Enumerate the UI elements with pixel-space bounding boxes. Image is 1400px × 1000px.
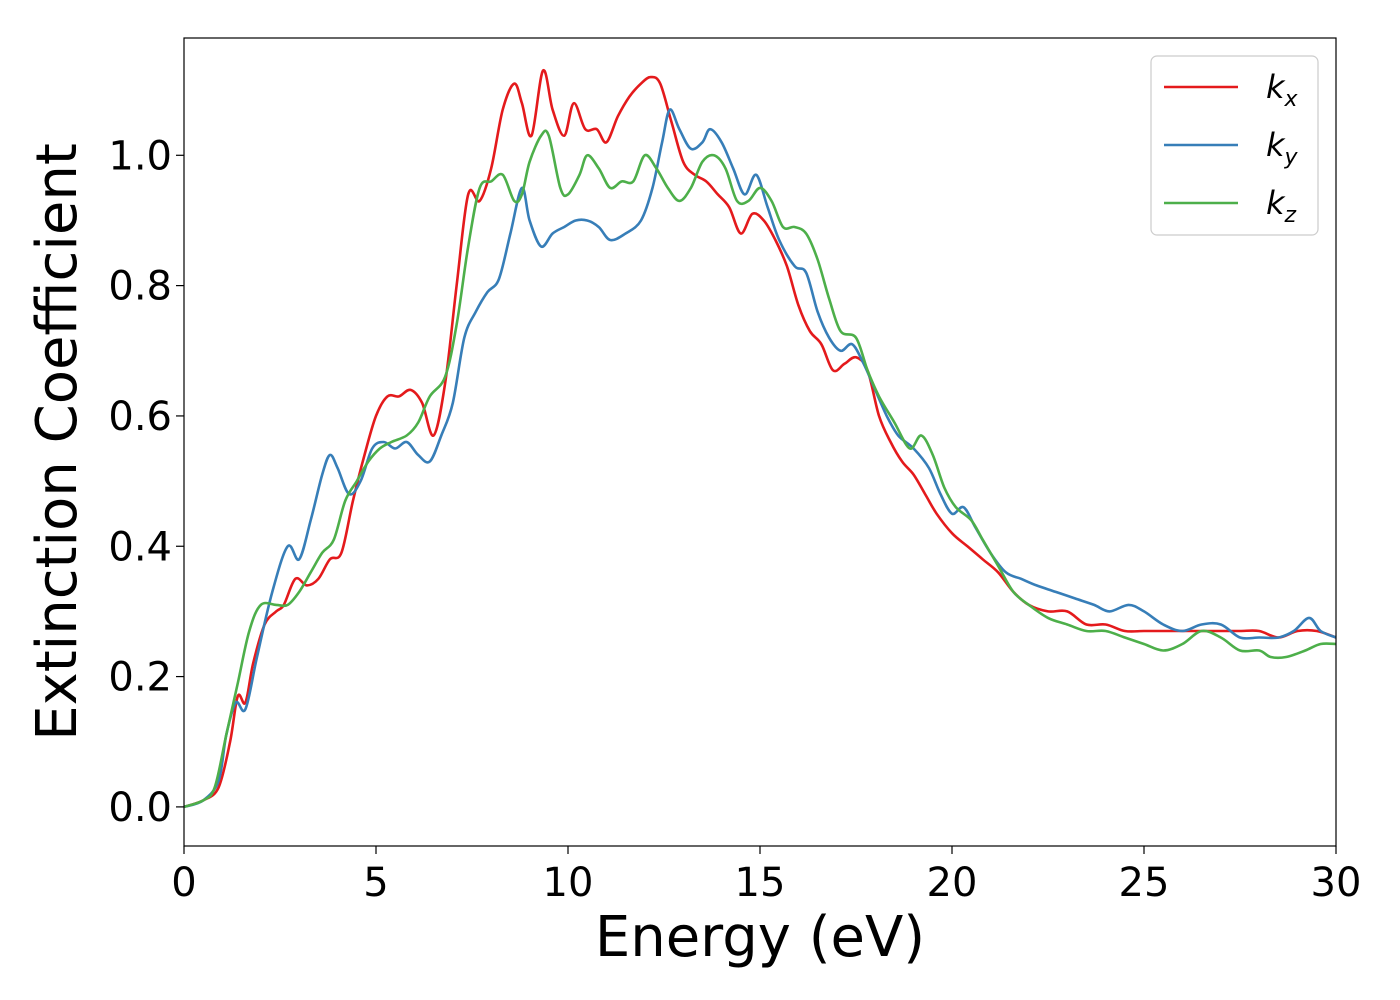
x-axis-title: Energy (eV) bbox=[595, 905, 925, 970]
y-axis-title: Extinction Coefficient bbox=[25, 143, 90, 741]
legend-label-subscript: z bbox=[1284, 203, 1297, 228]
legend-label-ky: ky bbox=[1266, 126, 1299, 170]
y-tick-label: 1.0 bbox=[108, 133, 172, 179]
y-tick-label: 0.2 bbox=[108, 655, 172, 701]
legend-label-main: k bbox=[1266, 68, 1286, 106]
y-tick-label: 0.6 bbox=[108, 394, 172, 440]
series-line-kx bbox=[184, 69, 1336, 809]
legend-label-kz: kz bbox=[1266, 184, 1297, 228]
series-layer bbox=[184, 69, 1336, 809]
series-line-kz bbox=[184, 129, 1336, 809]
legend-label-subscript: y bbox=[1284, 145, 1299, 170]
legend-label-subscript: x bbox=[1284, 87, 1299, 112]
legend-label-main: k bbox=[1266, 126, 1286, 164]
y-tick-label: 0.8 bbox=[108, 264, 172, 310]
x-tick-label: 30 bbox=[1311, 860, 1362, 906]
x-tick-label: 0 bbox=[171, 860, 196, 906]
x-axis: 0 5 10 15 20 25 30 bbox=[171, 846, 1361, 906]
series-line-ky bbox=[184, 108, 1336, 809]
y-tick-label: 0.0 bbox=[108, 785, 172, 831]
legend-label-kx: kx bbox=[1266, 68, 1299, 112]
x-tick-label: 20 bbox=[927, 860, 978, 906]
plot-area bbox=[184, 38, 1336, 846]
y-axis: 0.0 0.2 0.4 0.6 0.8 1.0 bbox=[108, 133, 184, 831]
x-tick-label: 10 bbox=[543, 860, 594, 906]
x-tick-label: 15 bbox=[735, 860, 786, 906]
legend-label-main: k bbox=[1266, 184, 1286, 222]
y-tick-label: 0.4 bbox=[108, 524, 172, 570]
x-tick-label: 25 bbox=[1119, 860, 1170, 906]
x-tick-label: 5 bbox=[363, 860, 388, 906]
